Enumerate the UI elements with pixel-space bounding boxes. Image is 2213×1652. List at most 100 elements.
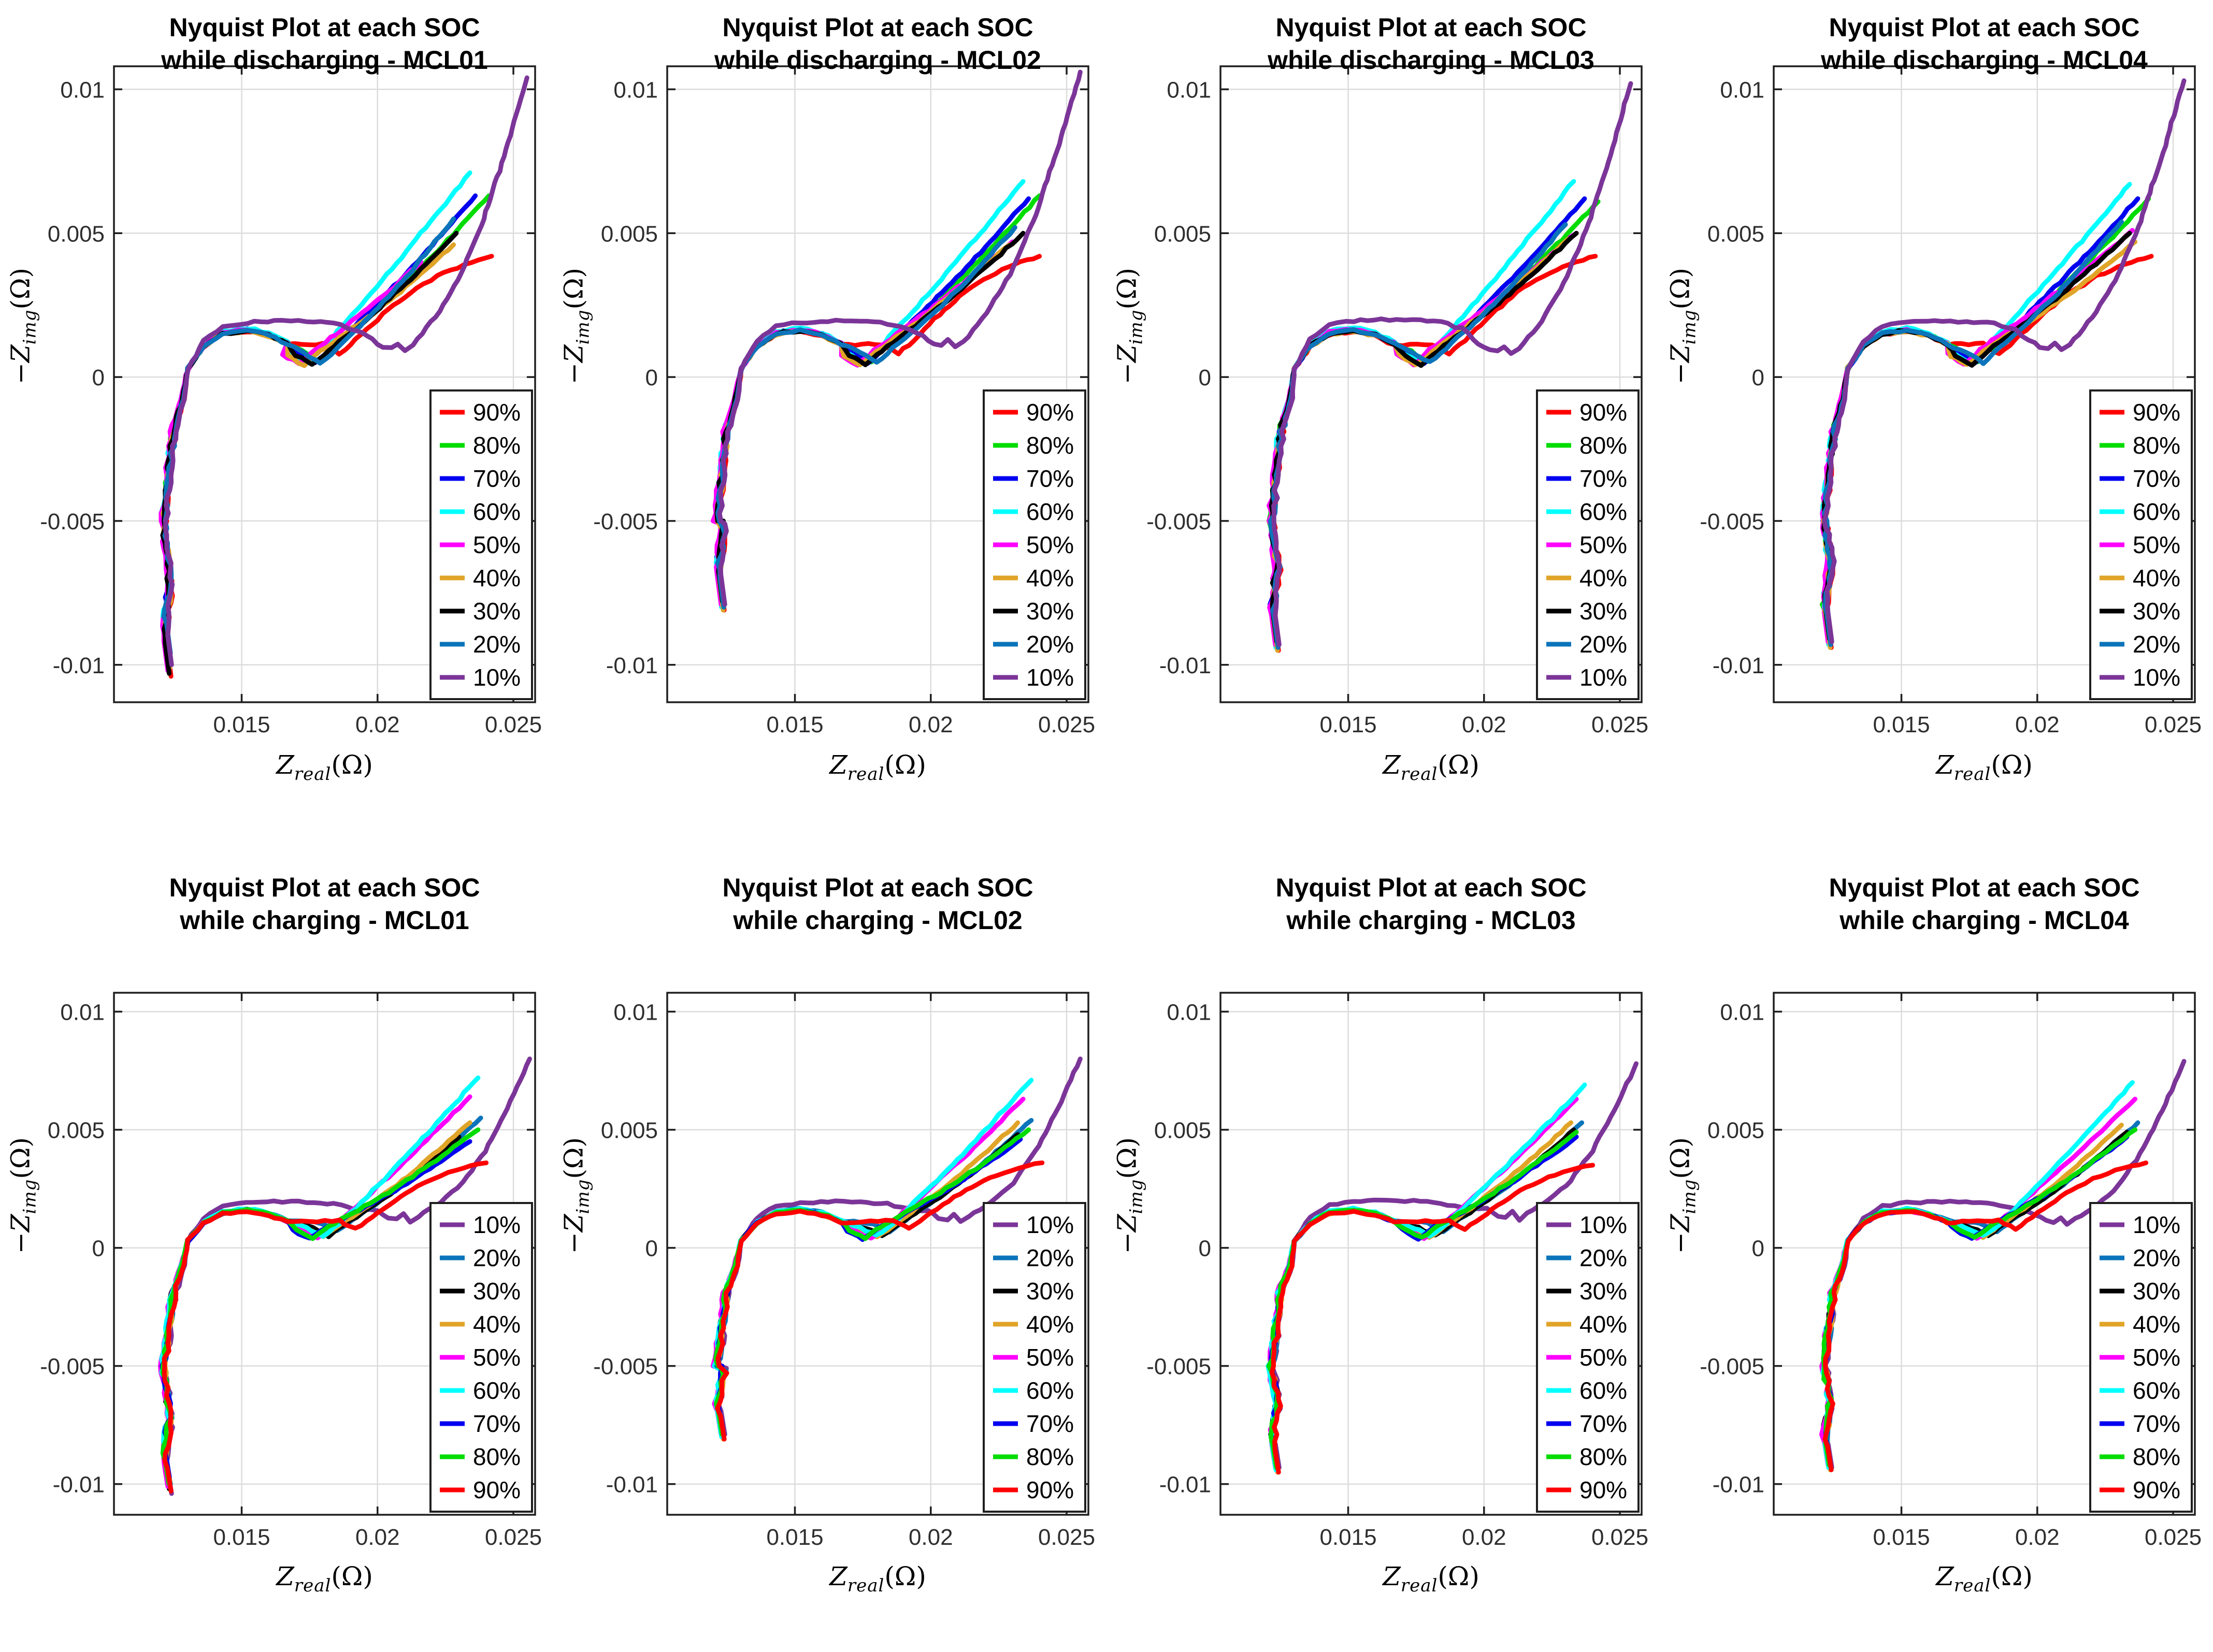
legend-label-70%: 70%	[473, 1410, 521, 1437]
legend-label-60%: 60%	[473, 498, 521, 525]
legend-label-70%: 70%	[2133, 465, 2180, 492]
plot-canvas-charging-mcl02: 0.015 0.02 0.025 0.01 0.005 0 -0.005 -0.01 10% 20…	[593, 992, 1095, 1550]
svg-text:0.015: 0.015	[213, 1525, 270, 1550]
tick-labels: 0.015 0.02 0.025 0.01 0.005 0 -0.005 -0.01	[593, 999, 1095, 1550]
series-40%	[1821, 239, 2138, 650]
chart-title-line1: Nyquist Plot at each SOC	[1829, 13, 2140, 42]
series-90%	[162, 1160, 489, 1494]
legend-label-70%: 70%	[1026, 1410, 1074, 1437]
series-10%	[163, 75, 529, 668]
legend-label-60%: 60%	[1579, 1377, 1627, 1404]
series-30%	[714, 1132, 1021, 1434]
series-10%	[1822, 78, 2187, 644]
legend-label-90%: 90%	[473, 399, 521, 426]
tick-labels: 0.015 0.02 0.025 0.01 0.005 0 -0.005 -0.01	[593, 77, 1095, 737]
legend-label-20%: 20%	[2133, 1244, 2180, 1271]
chart-title-line1: Nyquist Plot at each SOC	[1275, 873, 1587, 902]
legend-label-90%: 90%	[1579, 1476, 1627, 1503]
plot-canvas-discharging-mcl02: 0.015 0.02 0.025 0.01 0.005 0 -0.005 -0.01 90% 80…	[593, 65, 1095, 737]
legend-label-10%: 10%	[473, 664, 521, 691]
legend-label-80%: 80%	[2133, 1443, 2180, 1470]
legend: 10% 20% 30% 40% 50% 60% 70% 80% 90%	[1536, 1202, 1640, 1513]
legend-label-90%: 90%	[1026, 399, 1074, 426]
svg-text:0.025: 0.025	[1591, 712, 1648, 737]
chart-title-line2: while discharging - MCL04	[1821, 46, 2148, 75]
svg-text:-0.01: -0.01	[1713, 1472, 1764, 1498]
series-50%	[1820, 228, 2135, 644]
legend-label-30%: 30%	[1579, 1278, 1627, 1305]
chart-title-line2: while discharging - MCL02	[714, 46, 1041, 75]
legend: 10% 20% 30% 40% 50% 60% 70% 80% 90%	[429, 1202, 533, 1513]
gridlines	[114, 993, 535, 1515]
chart-title-line2: while discharging - MCL03	[1268, 46, 1594, 75]
svg-text:0: 0	[1752, 1236, 1764, 1262]
svg-text:-0.005: -0.005	[1146, 1354, 1211, 1380]
series-60%	[713, 179, 1026, 610]
svg-text:-0.01: -0.01	[1159, 653, 1211, 678]
chart-title: Nyquist Plot at each SOC while dischargin…	[1763, 11, 2205, 77]
tick-labels: 0.015 0.02 0.025 0.01 0.005 0 -0.005 -0.01	[40, 77, 542, 737]
svg-text:0.02: 0.02	[1462, 1525, 1506, 1550]
x-axis-label: Zreal(Ω)	[1383, 1561, 1479, 1596]
svg-text:0.005: 0.005	[1154, 1118, 1211, 1143]
chart-title: Nyquist Plot at each SOC while charging -…	[104, 872, 545, 937]
legend-label-90%: 90%	[2133, 399, 2180, 426]
legend-label-30%: 30%	[1026, 1278, 1074, 1305]
series-20%	[1269, 1120, 1585, 1472]
svg-text:0.005: 0.005	[1154, 221, 1211, 247]
legend-label-20%: 20%	[473, 631, 521, 658]
x-axis-label: Zreal(Ω)	[1936, 750, 2033, 785]
svg-text:0.01: 0.01	[60, 77, 105, 103]
legend-label-80%: 80%	[1579, 1443, 1627, 1470]
series-60%	[1820, 1080, 2135, 1470]
x-axis-label: Zreal(Ω)	[829, 1561, 926, 1596]
series-40%	[161, 242, 456, 670]
legend-label-80%: 80%	[1026, 1443, 1074, 1470]
legend-label-40%: 40%	[1579, 564, 1627, 591]
series-lines	[1267, 81, 1633, 653]
series-80%	[713, 1127, 1031, 1437]
svg-text:0.02: 0.02	[909, 1525, 953, 1550]
chart-title-line1: Nyquist Plot at each SOC	[169, 13, 480, 42]
legend-label-90%: 90%	[473, 1476, 521, 1503]
svg-text:0.025: 0.025	[485, 1525, 542, 1550]
svg-text:0.015: 0.015	[213, 712, 270, 737]
series-60%	[159, 170, 472, 664]
legend-label-20%: 20%	[2133, 631, 2180, 658]
series-30%	[1821, 230, 2132, 642]
chart-charging-mcl01: 0.015 0.02 0.025 0.01 0.005 0 -0.005 -0.01 10% 20…	[0, 826, 553, 1652]
series-20%	[1268, 222, 1568, 650]
svg-text:0.02: 0.02	[1462, 712, 1506, 737]
svg-text:0.025: 0.025	[1038, 712, 1095, 737]
plot-canvas-discharging-mcl01: 0.015 0.02 0.025 0.01 0.005 0 -0.005 -0.01 90% 80…	[40, 65, 542, 737]
legend-label-10%: 10%	[2133, 1211, 2180, 1238]
svg-text:0.01: 0.01	[1720, 999, 1764, 1025]
tick-labels: 0.015 0.02 0.025 0.01 0.005 0 -0.005 -0.01	[1146, 77, 1648, 737]
legend-label-30%: 30%	[473, 1278, 521, 1305]
legend-label-30%: 30%	[473, 598, 521, 625]
chart-title: Nyquist Plot at each SOC while dischargin…	[657, 11, 1099, 77]
series-lines	[1819, 1059, 2187, 1472]
legend-label-10%: 10%	[473, 1211, 521, 1238]
legend-label-60%: 60%	[1026, 1377, 1074, 1404]
svg-text:0.015: 0.015	[1319, 712, 1376, 737]
legend-label-40%: 40%	[1026, 1311, 1074, 1338]
svg-text:-0.005: -0.005	[1700, 509, 1764, 534]
svg-text:0.005: 0.005	[48, 1118, 105, 1143]
chart-discharging-mcl04: 0.015 0.02 0.025 0.01 0.005 0 -0.005 -0.01 90% 80…	[1660, 0, 2213, 826]
series-80%	[1266, 1129, 1579, 1470]
legend-label-20%: 20%	[1026, 631, 1074, 658]
legend: 10% 20% 30% 40% 50% 60% 70% 80% 90%	[983, 1202, 1086, 1513]
svg-text:0.02: 0.02	[355, 712, 400, 737]
chart-title-line1: Nyquist Plot at each SOC	[1829, 873, 2140, 902]
svg-text:0.015: 0.015	[1873, 712, 1930, 737]
legend-label-60%: 60%	[2133, 498, 2180, 525]
series-50%	[1267, 1096, 1579, 1470]
chart-title-line2: while charging - MCL01	[180, 906, 469, 935]
chart-title-line2: while charging - MCL03	[1286, 906, 1576, 935]
svg-text:0.01: 0.01	[613, 999, 658, 1025]
series-50%	[1267, 230, 1579, 647]
chart-title-line2: while charging - MCL04	[1840, 906, 2129, 935]
chart-title-line1: Nyquist Plot at each SOC	[1275, 13, 1587, 42]
series-lines	[158, 1056, 532, 1496]
